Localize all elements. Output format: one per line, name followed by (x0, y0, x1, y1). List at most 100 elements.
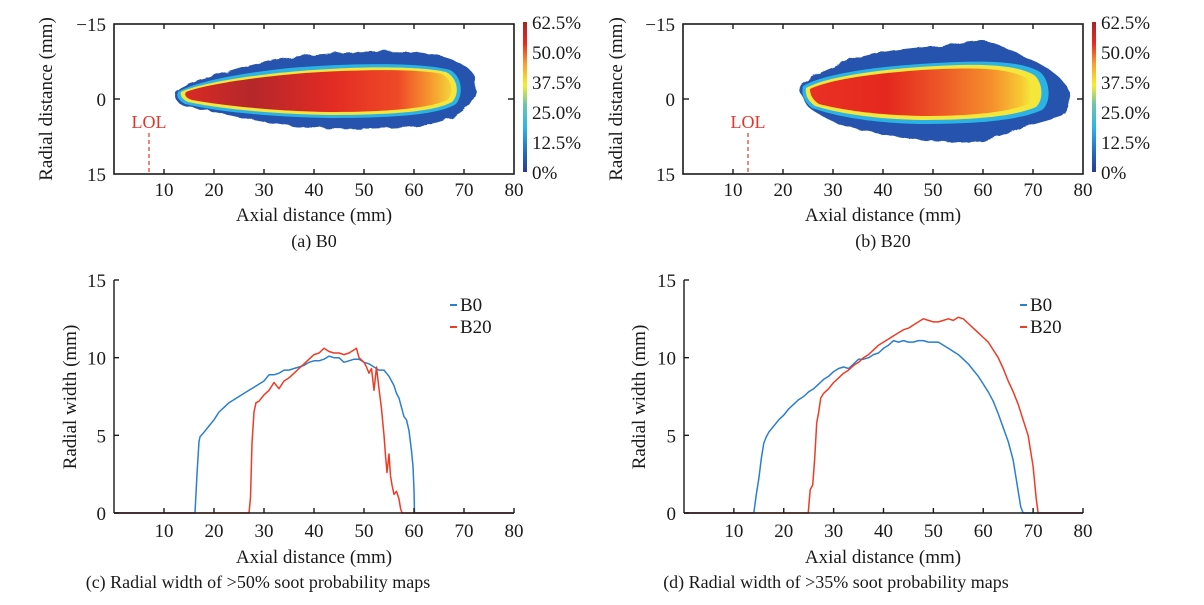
axis-ticks: 10 20 30 40 50 60 70 80 0 5 10 15 (87, 271, 524, 542)
x-tick-label: 80 (505, 180, 524, 201)
y-tick-label: 0 (97, 504, 107, 525)
x-tick-label: 30 (255, 180, 274, 201)
colorbar-label: 0% (532, 163, 558, 184)
y-axis-title: Radial distance (mm) (36, 17, 57, 181)
soot-core (810, 68, 1032, 116)
y-tick-label: 0 (667, 504, 677, 525)
x-axis-title: Axial distance (mm) (236, 547, 392, 568)
x-tick-label: 10 (155, 180, 174, 201)
x-tick-label: 20 (205, 180, 224, 201)
x-tick-label: 40 (305, 521, 324, 542)
x-axis-title: Axial distance (mm) (805, 547, 961, 568)
y-tick-label: 15 (657, 271, 676, 292)
colorbar-label: 50.0% (532, 43, 581, 64)
x-tick-label: 60 (974, 521, 993, 542)
x-tick-label: 50 (355, 180, 374, 201)
panel-d-line-chart: 10 20 30 40 50 60 70 80 0 5 10 15 B0 B20 Axial dist… (629, 271, 1093, 593)
y-tick-label: 10 (657, 349, 676, 370)
series-line-b0 (684, 339, 1083, 514)
panel-caption: (d) Radial width of >35% soot probabilit… (663, 572, 1009, 593)
x-tick-label: 40 (874, 521, 893, 542)
x-tick-label: 80 (505, 521, 524, 542)
x-tick-label: 10 (724, 521, 743, 542)
x-tick-label: 40 (305, 180, 324, 201)
y-tick-label: 15 (87, 165, 106, 186)
y-tick-label: 15 (656, 165, 675, 186)
legend-label-b0: B0 (1030, 295, 1052, 316)
y-tick-label: 15 (87, 271, 106, 292)
x-tick-label: 20 (774, 521, 793, 542)
y-tick-label: −15 (645, 15, 675, 36)
colorbar-labels: 62.5% 50.0% 37.5% 25.0% 12.5% 0% (532, 13, 581, 184)
x-tick-label: 80 (1074, 180, 1093, 201)
axis-ticks: 10 20 30 40 50 60 70 80 −15 0 15 (645, 15, 1092, 201)
x-tick-label: 20 (774, 180, 793, 201)
x-tick-label: 70 (1024, 521, 1043, 542)
y-tick-label: 0 (666, 90, 676, 111)
y-axis-title: Radial distance (mm) (606, 17, 627, 181)
x-tick-label: 10 (155, 521, 174, 542)
x-axis-title: Axial distance (mm) (236, 205, 392, 226)
x-tick-label: 60 (974, 180, 993, 201)
panel-caption: (c) Radial width of >50% soot probabilit… (86, 572, 431, 593)
y-tick-label: −15 (76, 15, 106, 36)
colorbar-label: 12.5% (532, 133, 581, 154)
x-tick-label: 70 (455, 180, 474, 201)
series-line-b0 (114, 355, 514, 514)
colorbar-label: 50.0% (1101, 43, 1150, 64)
series-line-b20 (684, 316, 1083, 514)
x-axis-title: Axial distance (mm) (805, 205, 961, 226)
legend-label-b20: B20 (460, 317, 492, 338)
panel-c-line-chart: 10 20 30 40 50 60 70 80 0 5 10 15 B0 B20 Axial dist… (60, 271, 524, 593)
y-axis-title: Radial width (mm) (629, 325, 650, 470)
colorbar-label: 37.5% (1101, 73, 1150, 94)
legend: B0 B20 (1020, 295, 1062, 338)
colorbar-label: 0% (1101, 163, 1127, 184)
colorbar-label: 25.0% (532, 103, 581, 124)
legend-label-b20: B20 (1030, 317, 1062, 338)
series-line-b20 (114, 347, 514, 514)
x-tick-label: 50 (924, 521, 943, 542)
colorbar (1092, 22, 1096, 172)
legend-label-b0: B0 (460, 295, 482, 316)
y-tick-label: 0 (97, 90, 107, 111)
soot-core (185, 70, 452, 112)
y-axis-title: Radial width (mm) (60, 325, 81, 470)
heatmap-soot-region-b20 (799, 40, 1070, 143)
x-tick-label: 30 (255, 521, 274, 542)
x-tick-label: 30 (824, 521, 843, 542)
lol-label: LOL (731, 112, 766, 132)
colorbar-label: 12.5% (1101, 133, 1150, 154)
axis-ticks: 10 20 30 40 50 60 70 80 0 5 10 15 (657, 271, 1093, 542)
colorbar-label: 37.5% (532, 73, 581, 94)
y-tick-label: 5 (667, 426, 677, 447)
colorbar (523, 22, 527, 172)
x-tick-label: 50 (924, 180, 943, 201)
colorbar-label: 25.0% (1101, 103, 1150, 124)
colorbar-label: 62.5% (1101, 13, 1150, 34)
x-tick-label: 50 (355, 521, 374, 542)
x-tick-label: 60 (405, 180, 424, 201)
x-tick-label: 30 (824, 180, 843, 201)
colorbar-label: 62.5% (532, 13, 581, 34)
x-tick-label: 70 (455, 521, 474, 542)
axis-ticks: 10 20 30 40 50 60 70 80 −15 0 15 (76, 15, 523, 201)
series-lines (114, 347, 514, 514)
panel-caption: (b) B20 (855, 231, 911, 252)
x-tick-label: 20 (205, 521, 224, 542)
series-lines (684, 316, 1083, 514)
colorbar-labels: 62.5% 50.0% 37.5% 25.0% 12.5% 0% (1101, 13, 1150, 184)
lol-label: LOL (132, 112, 167, 132)
panel-a-heatmap-b0: 10 20 30 40 50 60 70 80 −15 0 15 LOL Axial distanc… (36, 13, 581, 252)
panel-b-heatmap-b20: 10 20 30 40 50 60 70 80 −15 0 15 LOL Axial distanc… (606, 13, 1150, 252)
x-tick-label: 10 (724, 180, 743, 201)
x-tick-label: 40 (874, 180, 893, 201)
panel-caption: (a) B0 (291, 231, 336, 252)
y-tick-label: 10 (87, 349, 106, 370)
x-tick-label: 80 (1074, 521, 1093, 542)
y-tick-label: 5 (97, 426, 107, 447)
x-tick-label: 70 (1024, 180, 1043, 201)
x-tick-label: 60 (405, 521, 424, 542)
heatmap-soot-region-b0 (175, 51, 477, 129)
